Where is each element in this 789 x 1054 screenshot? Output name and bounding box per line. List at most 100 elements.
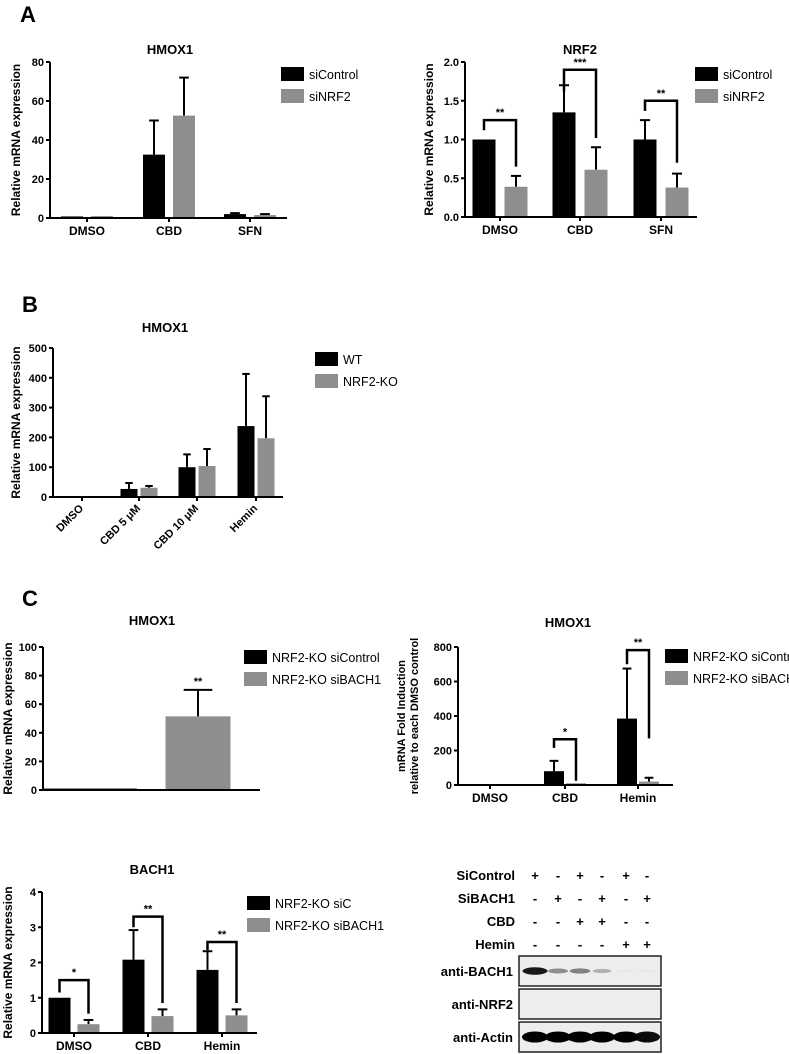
condition-sign: + — [622, 868, 630, 883]
blot-membrane — [518, 988, 662, 1020]
legend-label: NRF2-KO siBACH1 — [693, 672, 789, 686]
legend-swatch — [665, 671, 688, 685]
legend-swatch — [695, 67, 718, 81]
condition-sign: + — [554, 891, 562, 906]
chart-title: HMOX1 — [142, 320, 188, 335]
legend-label: NRF2-KO siBACH1 — [275, 919, 384, 933]
bar-chart-0: HMOX1 Relative mRNA expression 0 20 40 60 80 DM… — [9, 42, 358, 238]
significance-label: ** — [657, 88, 666, 100]
blot-label: anti-BACH1 — [441, 964, 513, 979]
x-tick-label: SFN — [649, 223, 673, 237]
legend-label: siControl — [309, 68, 358, 82]
legend-label: NRF2-KO siC — [275, 897, 351, 911]
blot-band — [545, 1031, 571, 1043]
y-tick-label: 40 — [25, 728, 37, 740]
condition-sign: + — [576, 914, 584, 929]
panel-label-b: B — [22, 292, 38, 317]
x-tick-label: DMSO — [482, 223, 518, 237]
y-tick-label: 1.0 — [444, 135, 459, 147]
y-tick-label: 80 — [25, 671, 37, 683]
bar — [198, 466, 216, 497]
bar-chart-5: BACH1 Relative mRNA expression 0 1 2 3 4 DMSO CB… — [1, 862, 384, 1053]
x-tick-label: CBD 10 μM — [152, 503, 202, 553]
bar-chart-1: NRF2 Relative mRNA expression 0.0 0.5 1.0 1.5… — [422, 42, 772, 237]
condition-sign: - — [624, 891, 628, 906]
bar — [544, 771, 564, 785]
x-tick-label: CBD 5 μM — [98, 503, 143, 548]
bar-chart-3: HMOX1 Relative mRNA expression ** 0 20 40 60 80… — [1, 613, 381, 797]
significance-bracket — [562, 68, 598, 138]
condition-sign: - — [600, 868, 604, 883]
condition-sign: - — [556, 937, 560, 952]
x-tick-label: CBD — [552, 791, 578, 805]
bar — [254, 215, 276, 218]
legend-swatch — [695, 89, 718, 103]
y-tick-label: 80 — [32, 57, 44, 69]
legend-label: NRF2-KO siControl — [693, 650, 789, 664]
blot-band — [613, 1031, 639, 1043]
significance-label: ** — [634, 637, 643, 649]
legend-swatch — [281, 67, 304, 81]
legend-swatch — [247, 918, 270, 932]
condition-sign: + — [622, 937, 630, 952]
x-tick-label: CBD — [156, 224, 182, 238]
legend-label: siNRF2 — [723, 90, 765, 104]
legend-swatch — [315, 352, 338, 366]
y-tick-label: 300 — [29, 403, 47, 415]
blot-band — [548, 968, 568, 974]
x-tick-label: Hemin — [204, 1039, 241, 1053]
bar — [224, 214, 246, 218]
condition-sign: - — [645, 868, 649, 883]
bar — [237, 426, 255, 497]
bar — [173, 115, 195, 218]
y-axis-label: Relative mRNA expression — [9, 64, 23, 216]
blot-band — [567, 1031, 593, 1043]
condition-sign: - — [533, 891, 537, 906]
bar — [77, 1024, 100, 1033]
condition-sign: + — [643, 937, 651, 952]
bar — [504, 186, 528, 217]
y-axis-label: relative to each DMSO control — [409, 638, 421, 794]
bar-chart-4: HMOX1 mRNA Fold Induction relative to each… — [396, 615, 789, 805]
western-blot: SiControl + - + - + -SiBACH1- + - + - +CBD - - + + - -Hem… — [441, 868, 662, 1053]
significance-label: ** — [144, 904, 153, 916]
y-tick-label: 0 — [41, 492, 47, 504]
legend-swatch — [281, 89, 304, 103]
condition-sign: - — [533, 914, 537, 929]
x-tick-label: DMSO — [472, 791, 508, 805]
y-tick-label: 200 — [434, 746, 452, 758]
blot-band — [592, 968, 612, 974]
bar — [140, 487, 158, 497]
significance-bracket — [132, 915, 164, 1004]
chart-title: HMOX1 — [129, 613, 175, 628]
significance-label: ** — [194, 676, 203, 688]
bar — [48, 997, 71, 1033]
bar — [178, 467, 196, 497]
y-tick-label: 600 — [434, 677, 452, 689]
y-tick-label: 200 — [29, 432, 47, 444]
bar — [143, 154, 165, 218]
bar — [196, 969, 219, 1033]
y-tick-label: 40 — [32, 135, 44, 147]
y-tick-label: 0 — [446, 780, 452, 792]
significance-label: * — [563, 726, 568, 738]
y-tick-label: 3 — [30, 922, 36, 934]
y-tick-label: 400 — [29, 373, 47, 385]
condition-label: CBD — [487, 914, 515, 929]
y-tick-label: 0 — [30, 1028, 36, 1040]
significance-bracket — [58, 978, 90, 1014]
y-axis-label: Relative mRNA expression — [422, 63, 436, 215]
y-tick-label: 0 — [31, 785, 37, 797]
y-tick-label: 20 — [32, 174, 44, 186]
condition-sign: - — [645, 914, 649, 929]
legend-swatch — [244, 650, 267, 664]
y-tick-label: 0.0 — [444, 212, 459, 224]
y-axis-label: Relative mRNA expression — [9, 346, 23, 498]
y-tick-label: 500 — [29, 343, 47, 355]
chart-title: HMOX1 — [545, 615, 591, 630]
y-tick-label: 1 — [30, 993, 36, 1005]
significance-bracket — [552, 738, 578, 781]
blot-label: anti-NRF2 — [452, 997, 513, 1012]
legend-swatch — [247, 896, 270, 910]
